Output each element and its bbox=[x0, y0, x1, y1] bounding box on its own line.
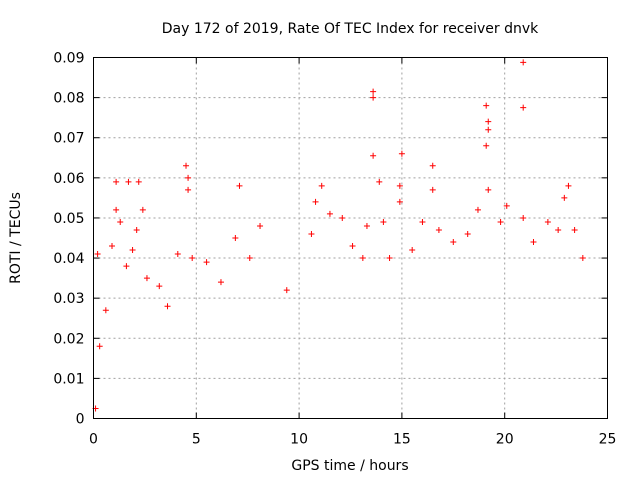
data-point bbox=[435, 226, 442, 233]
data-point bbox=[123, 263, 130, 270]
y-tick-label: 0.04 bbox=[53, 251, 84, 267]
chart-title: Day 172 of 2019, Rate Of TEC Index for r… bbox=[162, 21, 539, 37]
data-point bbox=[483, 142, 490, 149]
data-point bbox=[579, 255, 586, 262]
data-point bbox=[133, 226, 140, 233]
data-point bbox=[370, 152, 377, 159]
data-point bbox=[117, 218, 124, 225]
data-point bbox=[217, 279, 224, 286]
y-tick-label: 0.02 bbox=[53, 331, 84, 347]
data-point bbox=[503, 202, 510, 209]
tick-labels: 0 5 10 15 20 25 0 0.01 0.02 0.03 0.04 0.05 0.06 0.07 0… bbox=[53, 51, 616, 448]
data-point bbox=[561, 194, 568, 201]
data-point bbox=[386, 255, 393, 262]
data-point bbox=[409, 247, 416, 254]
data-point bbox=[125, 178, 132, 185]
data-point bbox=[396, 198, 403, 205]
data-point bbox=[236, 182, 243, 189]
data-point bbox=[520, 59, 527, 66]
axis-ticks bbox=[93, 57, 608, 419]
x-tick-label: 0 bbox=[89, 432, 98, 448]
data-point bbox=[113, 178, 120, 185]
x-tick-label: 15 bbox=[393, 432, 411, 448]
data-point bbox=[497, 218, 504, 225]
data-point bbox=[419, 218, 426, 225]
data-point bbox=[185, 186, 192, 193]
data-point bbox=[96, 343, 103, 350]
data-point bbox=[283, 287, 290, 294]
data-point bbox=[139, 206, 146, 213]
data-point bbox=[232, 235, 239, 241]
data-point bbox=[257, 222, 264, 229]
grid bbox=[93, 57, 608, 419]
data-point bbox=[520, 104, 527, 111]
y-tick-label: 0.06 bbox=[53, 171, 84, 187]
data-point bbox=[485, 186, 492, 193]
data-point bbox=[555, 226, 562, 233]
data-point bbox=[520, 214, 527, 221]
y-tick-label: 0.01 bbox=[53, 371, 84, 387]
data-point bbox=[189, 255, 196, 262]
y-tick-label: 0.05 bbox=[53, 211, 84, 227]
data-point bbox=[203, 259, 210, 266]
data-point bbox=[183, 162, 190, 169]
x-tick-label: 20 bbox=[496, 432, 514, 448]
plot-frame bbox=[93, 57, 608, 419]
data-point bbox=[429, 186, 436, 193]
data-point bbox=[363, 222, 370, 229]
data-point bbox=[474, 206, 481, 213]
data-point bbox=[370, 94, 377, 101]
data-point bbox=[129, 247, 136, 254]
data-point bbox=[565, 182, 572, 189]
data-point bbox=[450, 239, 457, 246]
y-tick-label: 0 bbox=[76, 412, 85, 428]
data-point bbox=[135, 178, 142, 185]
data-point bbox=[571, 226, 578, 233]
data-point bbox=[370, 88, 377, 95]
y-tick-label: 0.09 bbox=[53, 51, 84, 67]
data-point bbox=[164, 303, 171, 310]
x-tick-label: 5 bbox=[192, 432, 201, 448]
data-point bbox=[318, 182, 325, 189]
data-point bbox=[359, 255, 366, 262]
y-axis-label: ROTI / TECUs bbox=[8, 192, 24, 284]
y-tick-label: 0.08 bbox=[53, 91, 84, 107]
data-point bbox=[396, 182, 403, 189]
data-point bbox=[544, 218, 551, 225]
data-point bbox=[312, 198, 319, 205]
data-point bbox=[109, 243, 116, 250]
data-points bbox=[92, 59, 586, 412]
x-tick-label: 10 bbox=[290, 432, 308, 448]
data-point bbox=[246, 255, 253, 262]
data-point bbox=[326, 210, 333, 217]
data-point bbox=[485, 126, 492, 133]
data-point bbox=[530, 239, 537, 246]
data-point bbox=[113, 206, 120, 213]
data-point bbox=[102, 307, 109, 314]
data-point bbox=[156, 283, 163, 290]
x-tick-label: 25 bbox=[599, 432, 617, 448]
data-point bbox=[376, 178, 383, 185]
data-point bbox=[94, 251, 101, 258]
data-point bbox=[174, 251, 181, 258]
data-point bbox=[398, 150, 405, 157]
data-point bbox=[485, 118, 492, 125]
y-tick-label: 0.07 bbox=[53, 131, 84, 147]
data-point bbox=[185, 174, 192, 181]
data-point bbox=[483, 102, 490, 109]
data-point bbox=[308, 230, 315, 237]
data-point bbox=[464, 230, 471, 237]
data-point bbox=[349, 243, 356, 250]
y-tick-label: 0.03 bbox=[53, 291, 84, 307]
data-point bbox=[380, 218, 387, 225]
data-point bbox=[429, 162, 436, 169]
data-point bbox=[339, 214, 346, 221]
data-point bbox=[143, 275, 150, 282]
x-axis-label: GPS time / hours bbox=[291, 458, 408, 474]
